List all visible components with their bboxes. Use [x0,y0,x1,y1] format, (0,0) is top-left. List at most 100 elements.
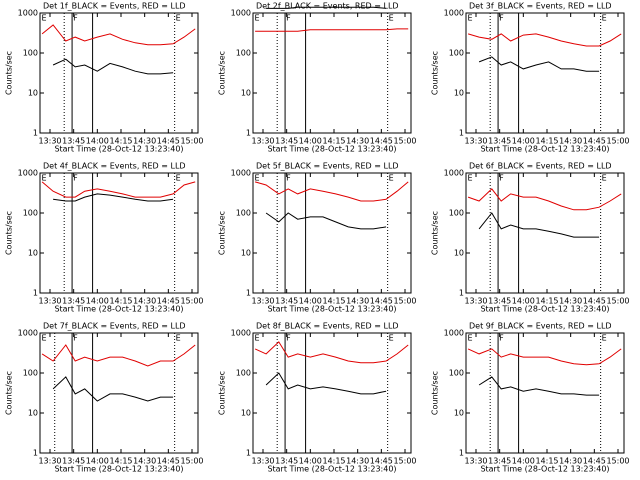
y-tick-label: 1 [459,129,464,138]
y-tick-label: 10 [454,249,464,258]
y-axis-label: Counts/sec [5,371,14,415]
annotation: F [286,14,291,23]
data-line [467,188,622,211]
x-tick-label: 14:45 [370,137,393,146]
chart-title: Det 7f_BLACK = Events, RED = LLD [43,322,186,331]
x-tick-label: 14:45 [583,297,606,306]
x-tick-label: 14:30 [133,297,156,306]
x-tick-label: 13:30 [464,457,487,466]
annotation: E [176,174,181,183]
y-axis-label: Counts/sec [431,51,440,95]
annotation: E [468,334,473,343]
x-axis-label: Start Time (28-Oct-12 13:23:40) [267,465,396,474]
x-tick-label: 14:15 [109,137,132,146]
x-tick-label: 13:45 [275,457,298,466]
y-tick-label: 10 [454,409,464,418]
y-tick-label: 1 [33,449,38,458]
x-tick-label: 13:30 [38,137,61,146]
x-tick-label: 13:30 [38,297,61,306]
x-tick-label: 15:00 [393,297,416,306]
x-tick-label: 14:15 [322,297,345,306]
y-tick-label: 1000 [18,169,38,178]
x-axis-label: Start Time (28-Oct-12 13:23:40) [54,145,183,154]
x-tick-label: 14:30 [559,297,582,306]
x-tick-label: 15:00 [180,457,203,466]
x-tick-label: 14:15 [109,457,132,466]
x-tick-label: 14:00 [512,137,535,146]
plot-frame [465,172,625,294]
x-tick-label: 15:00 [393,137,416,146]
y-axis-label: Counts/sec [5,51,14,95]
y-tick-label: 1 [246,289,251,298]
annotation: F [286,334,291,343]
x-tick-label: 14:15 [322,137,345,146]
x-tick-label: 14:45 [157,137,180,146]
data-line [52,58,174,75]
x-tick-label: 13:30 [38,457,61,466]
x-tick-label: 15:00 [606,297,629,306]
annotation: E [255,14,260,23]
annotation: E [389,334,394,343]
x-tick-label: 13:45 [62,457,85,466]
x-tick-label: 13:45 [488,137,511,146]
x-axis-label: Start Time (28-Oct-12 13:23:40) [480,305,609,314]
chart-title: Det 6f_BLACK = Events, RED = LLD [469,162,612,171]
y-tick-label: 10 [454,89,464,98]
chart-title: Det 9f_BLACK = Events, RED = LLD [469,322,612,331]
y-axis-label: Counts/sec [218,371,227,415]
data-line [265,372,387,395]
x-tick-label: 14:00 [86,137,109,146]
y-tick-label: 1 [246,129,251,138]
data-line [478,376,600,396]
x-axis-label: Start Time (28-Oct-12 13:23:40) [267,305,396,314]
y-tick-label: 1000 [231,169,251,178]
y-tick-label: 1 [459,449,464,458]
plot-frame [465,12,625,134]
y-tick-label: 100 [23,49,38,58]
plot-frame [465,332,625,454]
x-tick-label: 14:45 [370,457,393,466]
x-axis-label: Start Time (28-Oct-12 13:23:40) [267,145,396,154]
chart-title: Det 2f_BLACK = Events, RED = LLD [256,2,399,11]
annotation: E [255,174,260,183]
x-tick-label: 14:45 [157,457,180,466]
plot-frame [39,12,199,134]
y-axis-label: Counts/sec [431,211,440,255]
plot-frame [39,332,199,454]
annotation: F [73,14,78,23]
x-tick-label: 13:45 [488,457,511,466]
x-tick-label: 14:15 [535,137,558,146]
chart-title: Det 8f_BLACK = Events, RED = LLD [256,322,399,331]
y-tick-label: 1 [33,289,38,298]
annotation: E [468,14,473,23]
x-tick-label: 13:45 [488,297,511,306]
x-tick-label: 14:45 [583,137,606,146]
x-tick-label: 14:30 [346,297,369,306]
x-tick-label: 14:15 [535,297,558,306]
y-axis-label: Counts/sec [5,211,14,255]
x-tick-label: 13:30 [251,137,274,146]
annotation: E [176,14,181,23]
annotation: E [42,334,47,343]
chart-title: Det 4f_BLACK = Events, RED = LLD [43,162,186,171]
x-tick-label: 13:45 [275,297,298,306]
annotation: E [602,14,607,23]
data-line [265,212,387,230]
chart-title: Det 3f_BLACK = Events, RED = LLD [469,2,612,11]
x-tick-label: 13:45 [62,297,85,306]
y-tick-label: 1000 [444,329,464,338]
x-tick-label: 14:30 [346,457,369,466]
annotation: F [73,334,78,343]
y-tick-label: 10 [241,89,251,98]
y-tick-label: 100 [449,369,464,378]
x-tick-label: 14:00 [299,457,322,466]
x-tick-label: 13:45 [62,137,85,146]
data-line [266,6,387,9]
plot-frame [39,172,199,294]
x-tick-label: 14:30 [346,137,369,146]
annotation: E [389,174,394,183]
x-tick-label: 14:30 [559,457,582,466]
y-tick-label: 100 [23,369,38,378]
data-line [52,376,174,402]
